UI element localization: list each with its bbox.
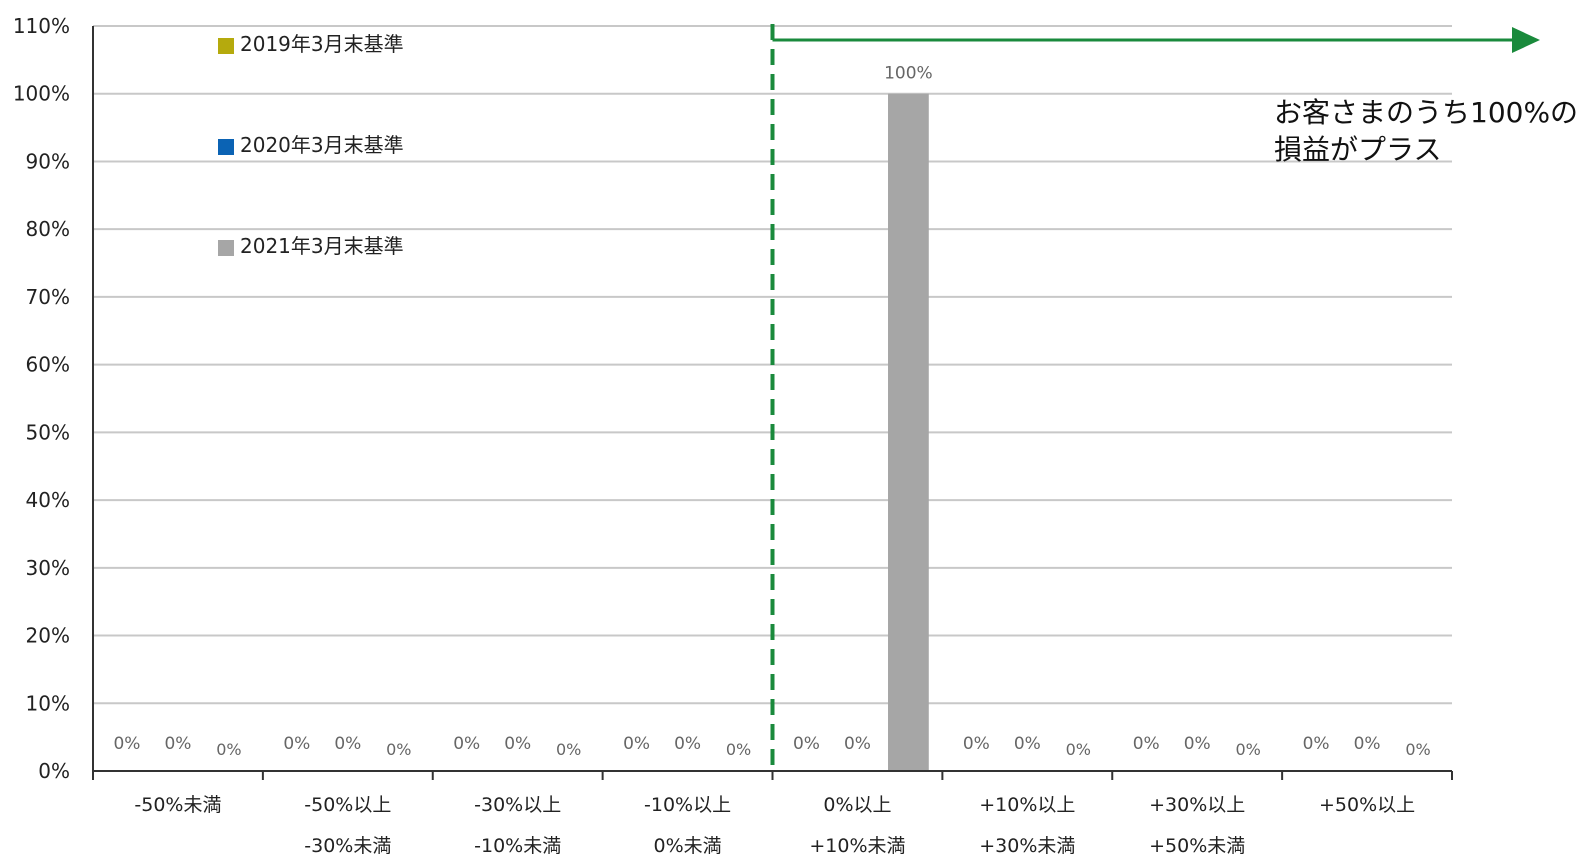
x-tick-label: -30%以上: [474, 794, 561, 816]
data-label: 0%: [283, 734, 310, 754]
x-tick-label: -10%以上: [644, 794, 731, 816]
y-tick-label: 60%: [26, 353, 70, 377]
data-label: 0%: [504, 734, 531, 754]
y-tick-label: 90%: [26, 149, 70, 173]
x-axis: -50%未満 -50%以上 -30%未満 -30%以上 -10%未満 -10%以上 0%未満…: [92, 770, 1453, 857]
annotation-text: 損益がプラス: [1274, 133, 1441, 166]
legend-label: 2019年3月末基準: [240, 32, 404, 56]
data-label: 100%: [884, 64, 933, 84]
legend-swatch: [218, 240, 234, 256]
x-tick-label: -50%未満: [134, 794, 221, 816]
legend-label: 2020年3月末基準: [240, 133, 404, 157]
legend-label: 2021年3月末基準: [240, 234, 404, 258]
data-label: 0%: [216, 740, 241, 759]
data-label: 0%: [674, 734, 701, 754]
legend-swatch: [218, 139, 234, 155]
data-label: 0%: [113, 734, 140, 754]
data-label: 0%: [556, 740, 581, 759]
data-label: 0%: [1133, 734, 1160, 754]
x-tick-label: 0%以上: [823, 794, 891, 816]
y-tick-label: 20%: [26, 624, 70, 648]
data-label: 0%: [1066, 740, 1091, 759]
y-tick-label: 50%: [26, 420, 70, 444]
legend: 2019年3月末基準 2020年3月末基準 2021年3月末基準: [218, 32, 404, 258]
x-tick-label: -50%以上: [304, 794, 391, 816]
x-tick-label: -10%未満: [474, 835, 561, 857]
x-tick-label: -30%未満: [304, 835, 391, 857]
data-labels: 0% 0% 0% 0% 0% 0% 0% 0% 0% 0% 0% 0% 0% 0% 0% 0% 0% 0% 0% 0%…: [113, 64, 1430, 759]
x-tick-label: 0%未満: [653, 835, 721, 857]
data-label: 0%: [1303, 734, 1330, 754]
arrow-head-icon: [1512, 27, 1540, 53]
data-label: 0%: [726, 740, 751, 759]
data-label: 0%: [963, 734, 990, 754]
data-label: 0%: [623, 734, 650, 754]
data-label: 0%: [1235, 740, 1260, 759]
x-tick-label: +30%未満: [979, 835, 1075, 857]
y-tick-label: 70%: [26, 285, 70, 309]
data-label: 0%: [386, 740, 411, 759]
x-tick-label: +50%以上: [1319, 794, 1415, 816]
annotation-text: お客さまのうち100%の: [1274, 96, 1576, 129]
y-tick-label: 40%: [26, 488, 70, 512]
y-tick-label: 80%: [26, 217, 70, 241]
y-tick-label: 0%: [38, 759, 70, 783]
x-tick-label: +50%未満: [1149, 835, 1245, 857]
y-axis: 0% 10% 20% 30% 40% 50% 60% 70% 80% 90% 100% 110%: [13, 14, 94, 783]
x-tick-label: +10%未満: [809, 835, 905, 857]
y-tick-label: 30%: [26, 556, 70, 580]
legend-swatch: [218, 38, 234, 54]
data-label: 0%: [1405, 740, 1430, 759]
x-tick-label: +30%以上: [1149, 794, 1245, 816]
data-label: 0%: [844, 734, 871, 754]
data-label: 0%: [793, 734, 820, 754]
data-label: 0%: [1184, 734, 1211, 754]
y-tick-label: 110%: [13, 14, 70, 38]
data-label: 0%: [1014, 734, 1041, 754]
x-tick-label: +10%以上: [979, 794, 1075, 816]
data-label: 0%: [453, 734, 480, 754]
data-label: 0%: [1354, 734, 1381, 754]
data-label: 0%: [334, 734, 361, 754]
y-tick-label: 100%: [13, 82, 70, 106]
data-label: 0%: [164, 734, 191, 754]
y-tick-label: 10%: [26, 691, 70, 715]
bar: [888, 93, 929, 771]
bars: [888, 93, 929, 771]
